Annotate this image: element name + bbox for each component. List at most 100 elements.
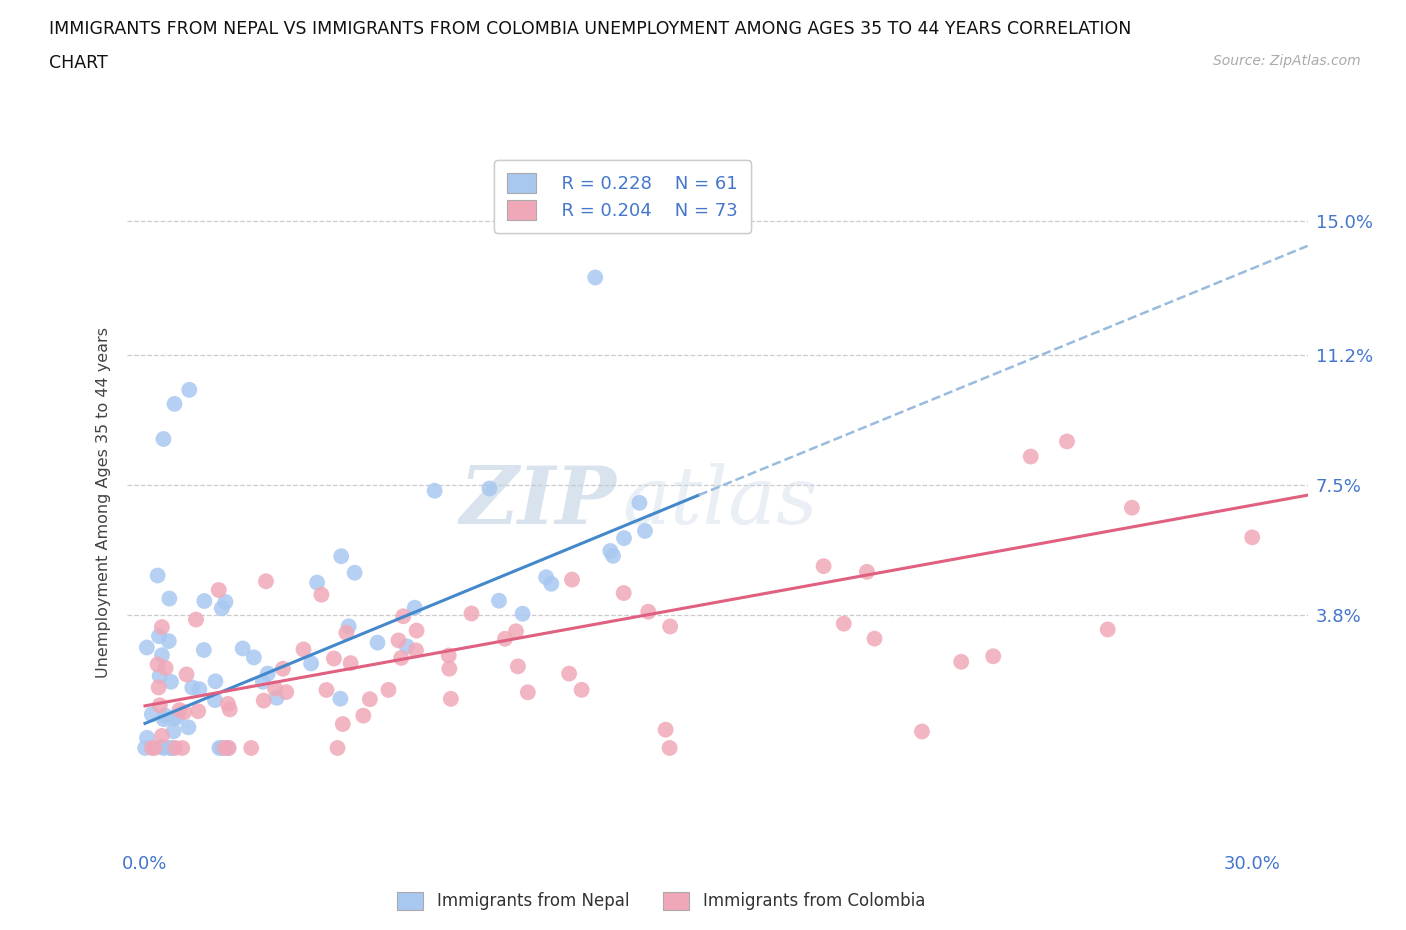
Point xyxy=(311,587,333,602)
Point xyxy=(150,739,173,754)
Point xyxy=(292,642,315,657)
Point xyxy=(143,740,166,755)
Point xyxy=(437,648,460,663)
Text: atlas: atlas xyxy=(623,463,818,541)
Point xyxy=(863,631,886,646)
Point xyxy=(439,661,461,676)
Point xyxy=(264,681,287,696)
Point xyxy=(352,709,374,724)
Text: Source: ZipAtlas.com: Source: ZipAtlas.com xyxy=(1213,54,1361,68)
Point xyxy=(193,593,215,608)
Point xyxy=(165,740,187,755)
Point xyxy=(240,740,263,755)
Point xyxy=(561,572,583,587)
Point xyxy=(150,619,173,634)
Point xyxy=(146,568,169,583)
Point xyxy=(359,692,381,707)
Point xyxy=(654,723,676,737)
Point xyxy=(440,691,463,706)
Point xyxy=(1056,434,1078,449)
Point xyxy=(516,684,538,699)
Point xyxy=(613,586,636,601)
Point xyxy=(330,549,353,564)
Point xyxy=(254,574,277,589)
Point xyxy=(276,684,298,699)
Point xyxy=(981,649,1004,664)
Point xyxy=(599,543,621,558)
Point xyxy=(558,666,581,681)
Point xyxy=(160,740,183,755)
Point xyxy=(395,639,418,654)
Point xyxy=(1019,449,1042,464)
Point xyxy=(211,601,233,616)
Text: IMMIGRANTS FROM NEPAL VS IMMIGRANTS FROM COLOMBIA UNEMPLOYMENT AMONG AGES 35 TO : IMMIGRANTS FROM NEPAL VS IMMIGRANTS FROM… xyxy=(49,20,1132,38)
Point xyxy=(155,709,177,724)
Point xyxy=(335,625,357,640)
Text: ZIP: ZIP xyxy=(460,463,617,541)
Point xyxy=(176,667,198,682)
Point xyxy=(315,683,337,698)
Point xyxy=(159,740,181,755)
Point xyxy=(160,674,183,689)
Legend:   R = 0.228    N = 61,   R = 0.204    N = 73: R = 0.228 N = 61, R = 0.204 N = 73 xyxy=(495,160,751,232)
Point xyxy=(162,724,184,738)
Point xyxy=(169,702,191,717)
Point xyxy=(214,740,236,755)
Point xyxy=(494,631,516,646)
Point xyxy=(163,396,186,411)
Point xyxy=(307,575,329,590)
Point xyxy=(135,640,157,655)
Point xyxy=(218,740,240,755)
Text: CHART: CHART xyxy=(49,54,108,72)
Point xyxy=(856,565,879,579)
Point xyxy=(208,740,231,755)
Point xyxy=(150,728,173,743)
Point xyxy=(387,633,409,648)
Point xyxy=(505,624,527,639)
Point xyxy=(339,656,361,671)
Point xyxy=(148,680,170,695)
Point xyxy=(389,650,412,665)
Point xyxy=(152,711,174,726)
Point xyxy=(404,600,426,615)
Y-axis label: Unemployment Among Ages 35 to 44 years: Unemployment Among Ages 35 to 44 years xyxy=(96,326,111,678)
Point xyxy=(911,724,934,739)
Point xyxy=(266,690,288,705)
Point xyxy=(184,612,207,627)
Point xyxy=(460,606,482,621)
Point xyxy=(405,643,427,658)
Point xyxy=(157,633,180,648)
Point xyxy=(571,683,593,698)
Point xyxy=(232,641,254,656)
Point xyxy=(148,629,170,644)
Point xyxy=(179,382,201,397)
Point xyxy=(332,717,354,732)
Point xyxy=(136,730,159,745)
Point xyxy=(613,531,636,546)
Point xyxy=(204,674,226,689)
Point xyxy=(217,697,239,711)
Point xyxy=(217,740,239,755)
Legend: Immigrants from Nepal, Immigrants from Colombia: Immigrants from Nepal, Immigrants from C… xyxy=(389,885,932,917)
Point xyxy=(634,524,657,538)
Point xyxy=(208,582,231,597)
Point xyxy=(377,683,399,698)
Point xyxy=(506,659,529,674)
Point xyxy=(628,496,651,511)
Point xyxy=(177,720,200,735)
Point xyxy=(141,707,163,722)
Point xyxy=(271,661,294,676)
Point xyxy=(299,656,322,671)
Point xyxy=(162,711,184,725)
Point xyxy=(512,606,534,621)
Point xyxy=(149,669,172,684)
Point xyxy=(187,704,209,719)
Point xyxy=(150,648,173,663)
Point xyxy=(423,484,446,498)
Point xyxy=(152,740,174,755)
Point xyxy=(322,651,344,666)
Point xyxy=(478,481,501,496)
Point xyxy=(950,655,973,670)
Point xyxy=(392,609,415,624)
Point xyxy=(329,691,352,706)
